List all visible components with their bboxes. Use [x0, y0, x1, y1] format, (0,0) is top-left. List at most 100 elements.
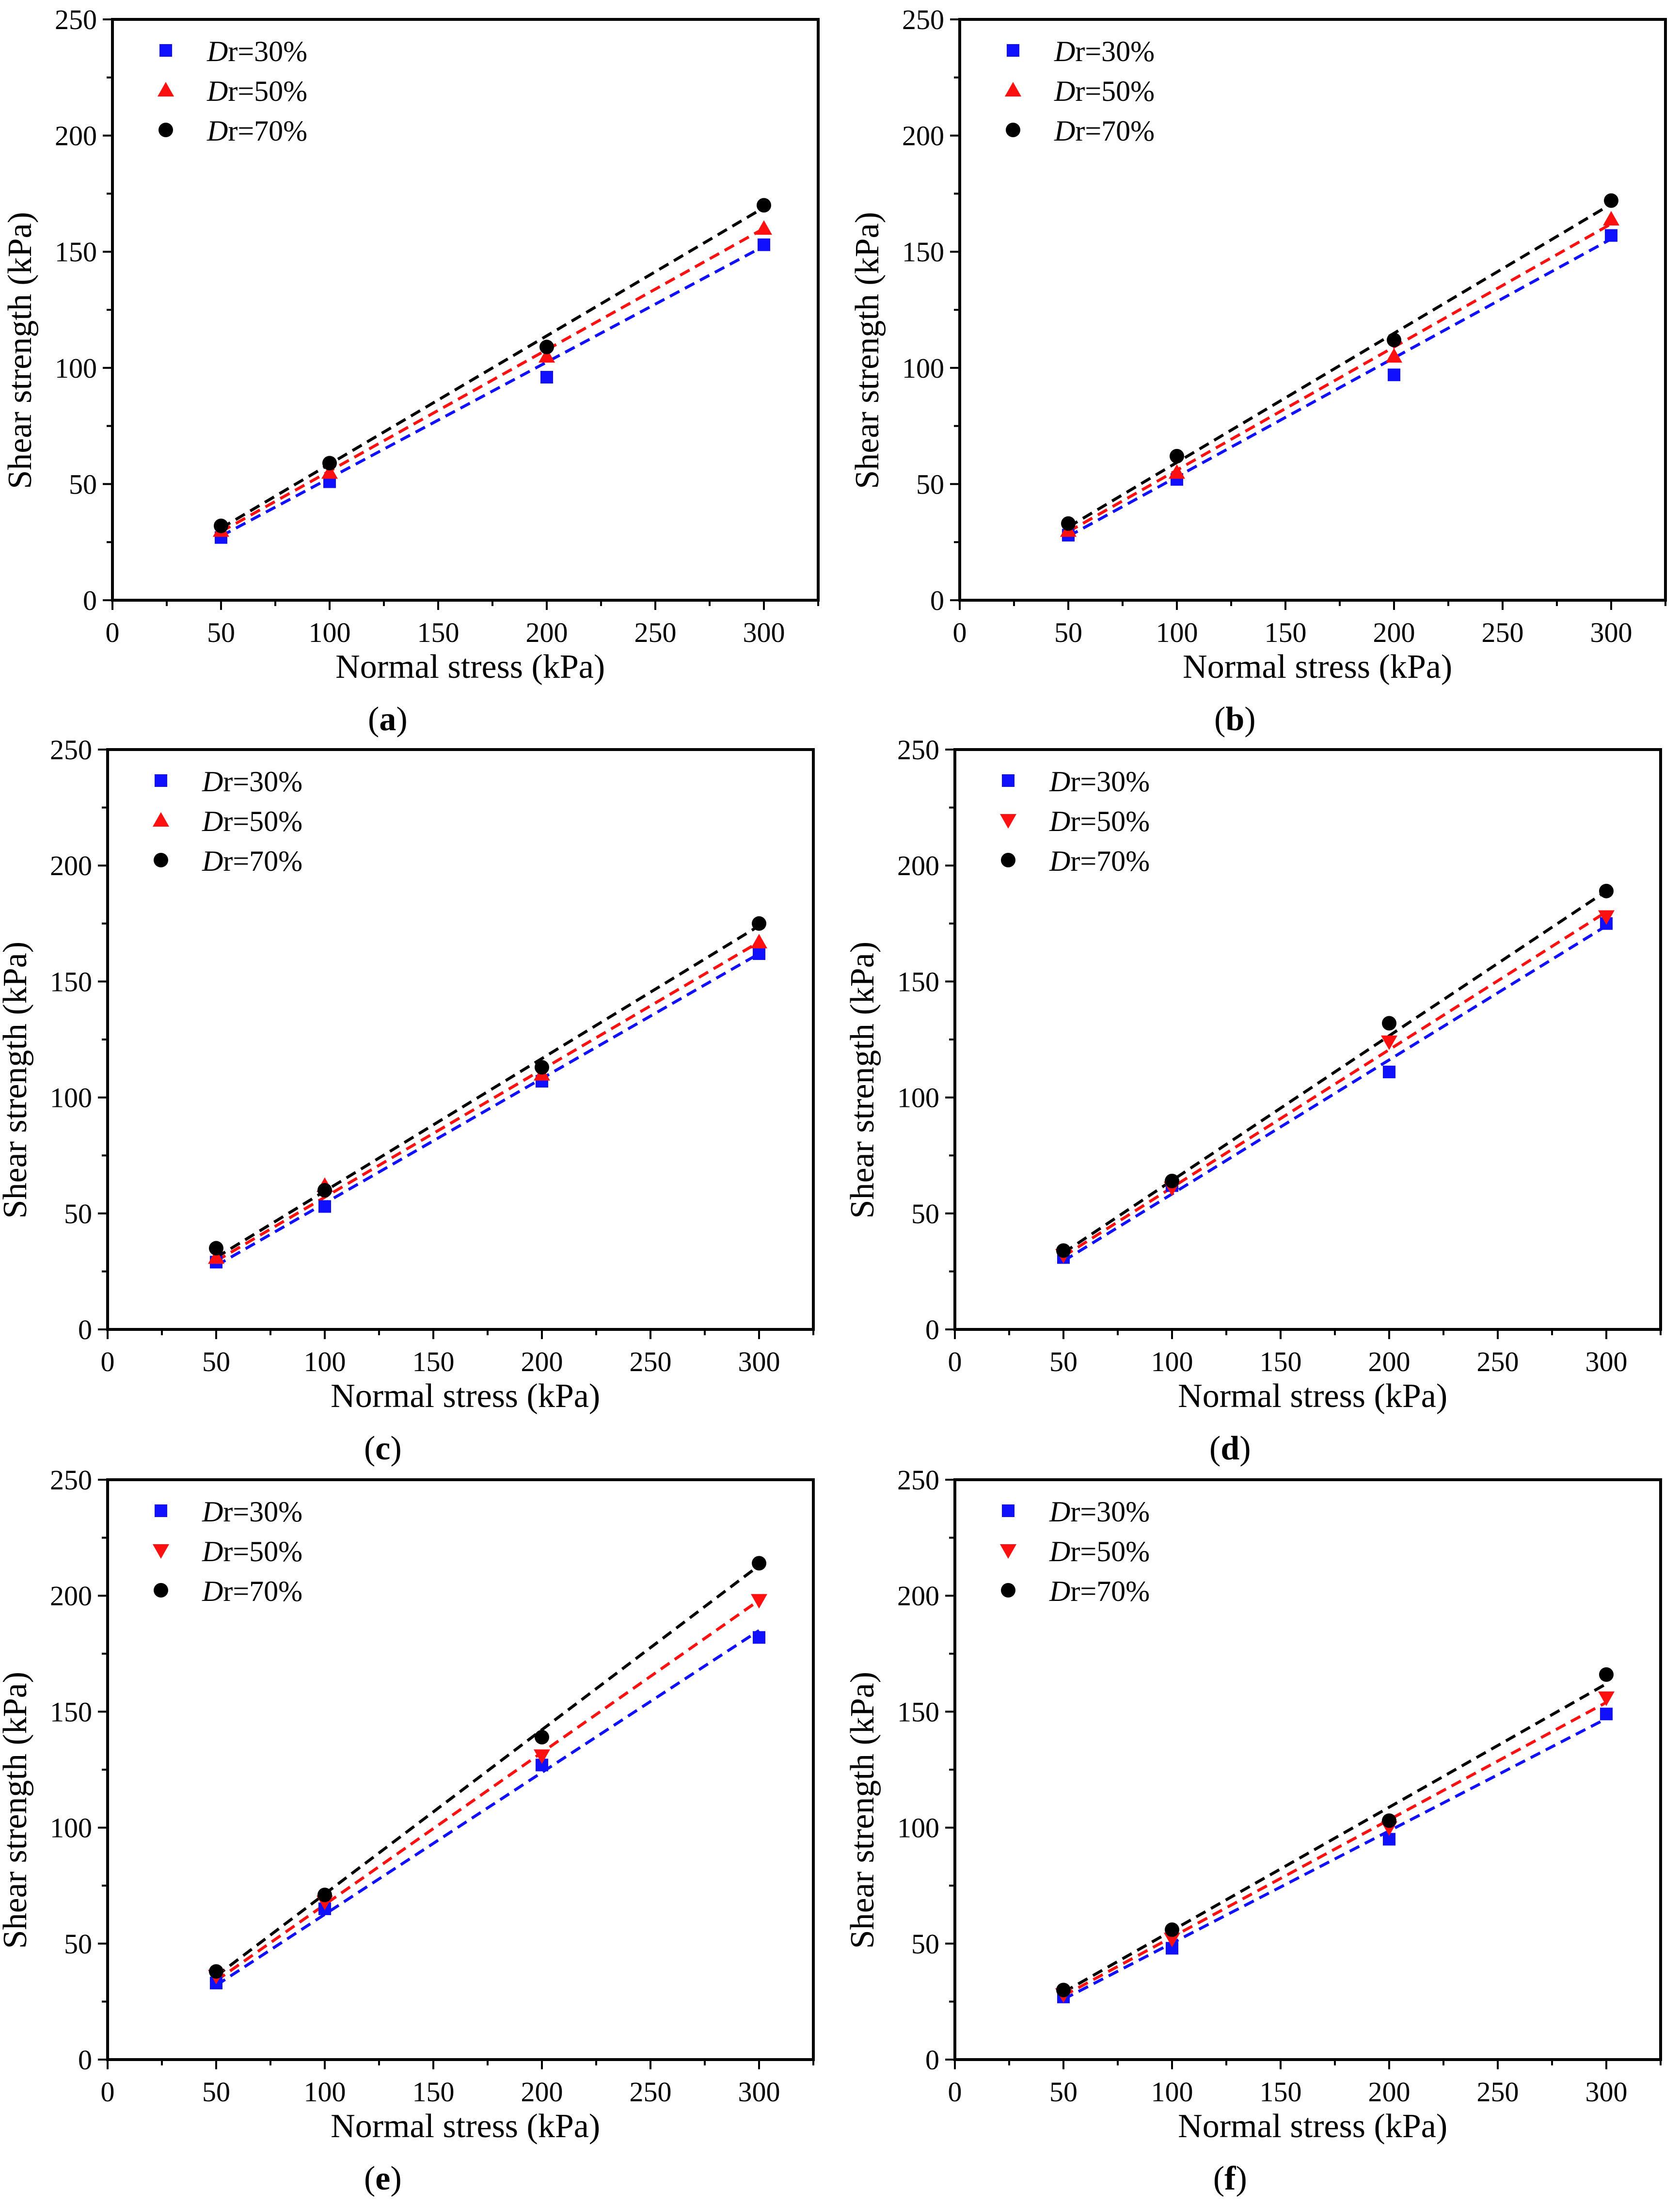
data-point — [534, 1749, 550, 1764]
square-marker-icon — [1007, 44, 1019, 57]
y-tick-label: 150 — [50, 1696, 92, 1727]
x-tick-label: 300 — [738, 2076, 780, 2108]
y-tick-label: 100 — [902, 352, 944, 384]
fit-line — [1062, 890, 1607, 1254]
data-point — [751, 1594, 767, 1609]
x-tick-label: 50 — [1049, 2076, 1078, 2108]
panel-label: (c) — [364, 1430, 402, 1467]
x-tick-label: 300 — [1585, 2076, 1628, 2108]
x-tick-label: 200 — [1373, 617, 1415, 648]
fit-line — [1067, 238, 1612, 538]
y-tick-label: 100 — [897, 1082, 939, 1114]
data-point — [1387, 333, 1401, 348]
x-tick-label: 50 — [1049, 1346, 1078, 1377]
y-tick-label: 200 — [50, 850, 92, 881]
panel-label: (e) — [364, 2160, 402, 2197]
fit-line — [1062, 1701, 1607, 1998]
legend-entry: Dr=50% — [202, 1535, 302, 1567]
data-point — [758, 238, 770, 251]
chart-panel-e: 0 50 100 150 200 250 300 0 50 100 150 200 250 Normal … — [0, 1464, 815, 2197]
x-tick-label: 0 — [101, 2076, 115, 2108]
x-tick-label: 150 — [1260, 1346, 1302, 1377]
fit-line — [1062, 925, 1607, 1263]
data-point — [751, 934, 767, 949]
x-tick-label: 150 — [412, 2076, 455, 2108]
x-axis-title: Normal stress (kPa) — [1183, 648, 1452, 686]
data-point — [1598, 910, 1615, 925]
x-tick-label: 100 — [304, 1346, 346, 1377]
data-point — [318, 1200, 331, 1213]
legend-entry: Dr=50% — [206, 75, 307, 107]
x-tick-label: 50 — [1054, 617, 1082, 648]
data-point — [321, 464, 338, 479]
x-tick-label: 100 — [309, 617, 351, 648]
x-axis-title: Normal stress (kPa) — [331, 2108, 600, 2145]
square-marker-icon — [155, 1504, 167, 1517]
fit-line — [220, 206, 765, 530]
data-point — [1164, 1933, 1180, 1948]
x-tick-label: 50 — [202, 1346, 230, 1377]
chart-panel-b: 0 50 100 150 200 250 300 0 50 100 150 200 250 Normal … — [849, 4, 1667, 738]
data-point — [753, 1631, 765, 1644]
y-tick-label: 100 — [55, 352, 97, 384]
y-tick-label: 0 — [930, 585, 944, 616]
legend-entry: Dr=70% — [1049, 1575, 1150, 1607]
data-point — [209, 1964, 223, 1979]
data-point — [756, 220, 772, 235]
fit-line — [220, 227, 765, 533]
y-axis-title: Shear strength (kPa) — [844, 942, 881, 1219]
y-tick-label: 200 — [897, 850, 939, 881]
y-tick-label: 150 — [50, 966, 92, 997]
y-tick-label: 150 — [897, 966, 939, 997]
x-tick-label: 0 — [101, 1346, 115, 1377]
chart-panel-f: 0 50 100 150 200 250 300 0 50 100 150 200 250 Normal … — [844, 1464, 1662, 2197]
square-marker-icon — [159, 44, 172, 57]
x-tick-label: 300 — [1590, 617, 1632, 648]
legend-entry: Dr=30% — [202, 766, 302, 798]
data-point — [1388, 368, 1400, 382]
data-point — [1386, 348, 1402, 363]
fit-line — [1067, 223, 1612, 533]
x-tick-label: 0 — [953, 617, 967, 648]
data-point — [1170, 448, 1184, 464]
x-tick-label: 250 — [1477, 2076, 1519, 2108]
x-tick-label: 150 — [412, 1346, 455, 1377]
y-tick-label: 250 — [50, 1464, 92, 1496]
circle-marker-icon — [154, 853, 168, 867]
x-tick-label: 100 — [304, 2076, 346, 2108]
circle-marker-icon — [1001, 853, 1015, 867]
x-tick-label: 50 — [202, 2076, 230, 2108]
y-tick-label: 150 — [902, 236, 944, 268]
y-tick-label: 0 — [925, 1314, 939, 1345]
fit-line — [215, 1629, 760, 1987]
legend-entry: Dr=30% — [1054, 35, 1155, 67]
x-tick-label: 200 — [521, 2076, 563, 2108]
legend-entry: Dr=50% — [1054, 75, 1155, 107]
x-axis-title: Normal stress (kPa) — [1178, 2108, 1447, 2145]
legend-entry: Dr=70% — [202, 845, 302, 877]
x-tick-label: 200 — [1368, 1346, 1411, 1377]
data-point — [1165, 1173, 1179, 1188]
x-tick-label: 250 — [630, 2076, 672, 2108]
panel-label: (f) — [1213, 2160, 1247, 2197]
data-point — [535, 1060, 549, 1075]
data-point — [1605, 229, 1617, 242]
y-tick-label: 50 — [69, 468, 97, 500]
x-tick-label: 200 — [1368, 2076, 1411, 2108]
y-tick-label: 150 — [897, 1696, 939, 1727]
x-tick-label: 0 — [106, 617, 120, 648]
data-point — [1382, 1813, 1396, 1828]
y-axis-title: Shear strength (kPa) — [844, 1672, 881, 1949]
y-tick-label: 150 — [55, 236, 97, 268]
legend-entry: Dr=30% — [1049, 1496, 1150, 1528]
circle-marker-icon — [1001, 1583, 1015, 1598]
data-point — [322, 456, 337, 471]
x-tick-label: 100 — [1156, 617, 1198, 648]
y-tick-label: 100 — [50, 1812, 92, 1844]
data-point — [1056, 1982, 1071, 1998]
triangle-down-marker-icon — [1000, 814, 1016, 829]
circle-marker-icon — [158, 123, 173, 137]
data-point — [1599, 883, 1614, 898]
circle-marker-icon — [1006, 123, 1020, 137]
